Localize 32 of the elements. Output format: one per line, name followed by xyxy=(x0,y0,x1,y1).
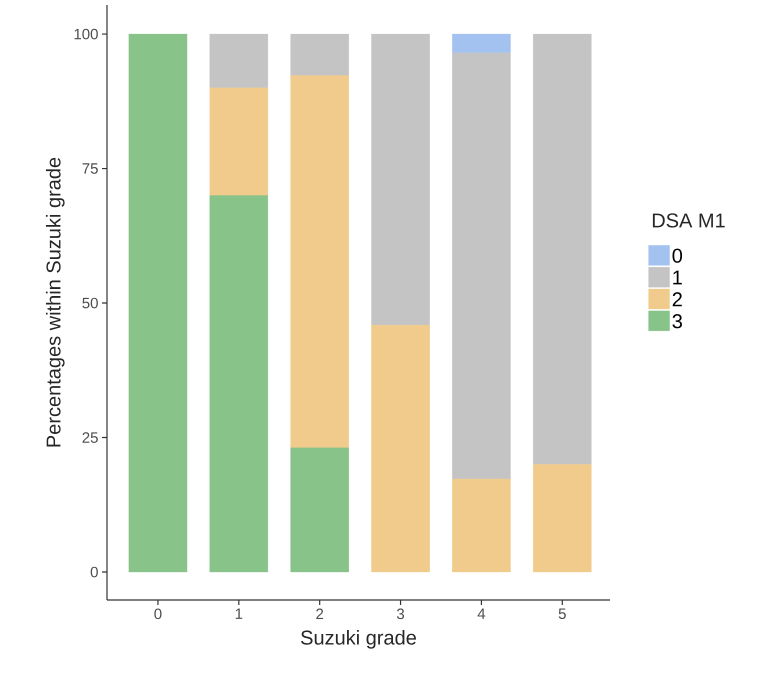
bar xyxy=(210,195,268,572)
bar xyxy=(290,448,349,572)
x-tick-label: 2 xyxy=(316,608,324,620)
x-tick-label: 0 xyxy=(154,608,162,620)
legend-title: DSA M1 xyxy=(652,213,725,228)
bar xyxy=(533,34,592,465)
x-tick-label: 4 xyxy=(478,608,486,619)
legend-label: 2 xyxy=(672,292,682,306)
y-tick-label: 100 xyxy=(74,28,98,40)
y-axis-title: Percentages within Suzuki grade xyxy=(46,158,65,446)
y-tick-label: 75 xyxy=(82,163,98,174)
bar xyxy=(290,75,349,448)
y-tick-label: 25 xyxy=(82,432,98,443)
bar xyxy=(452,52,511,480)
legend-label: 1 xyxy=(673,270,682,284)
x-tick-label: 5 xyxy=(558,608,566,619)
bar xyxy=(452,34,511,54)
bar xyxy=(452,478,511,572)
bar xyxy=(210,34,268,88)
y-tick-label: 0 xyxy=(90,566,98,578)
bar xyxy=(371,34,430,326)
bar xyxy=(371,324,430,572)
legend-label: 3 xyxy=(672,314,682,328)
bar xyxy=(290,34,349,76)
x-tick-label: 3 xyxy=(396,608,404,620)
x-tick-label: 1 xyxy=(236,608,242,619)
y-tick-label: 50 xyxy=(82,298,98,308)
bar xyxy=(128,34,188,572)
bar xyxy=(210,88,268,196)
x-axis-title: Suzuki grade xyxy=(301,630,416,649)
legend-label: 0 xyxy=(672,248,682,263)
bar xyxy=(533,464,592,572)
